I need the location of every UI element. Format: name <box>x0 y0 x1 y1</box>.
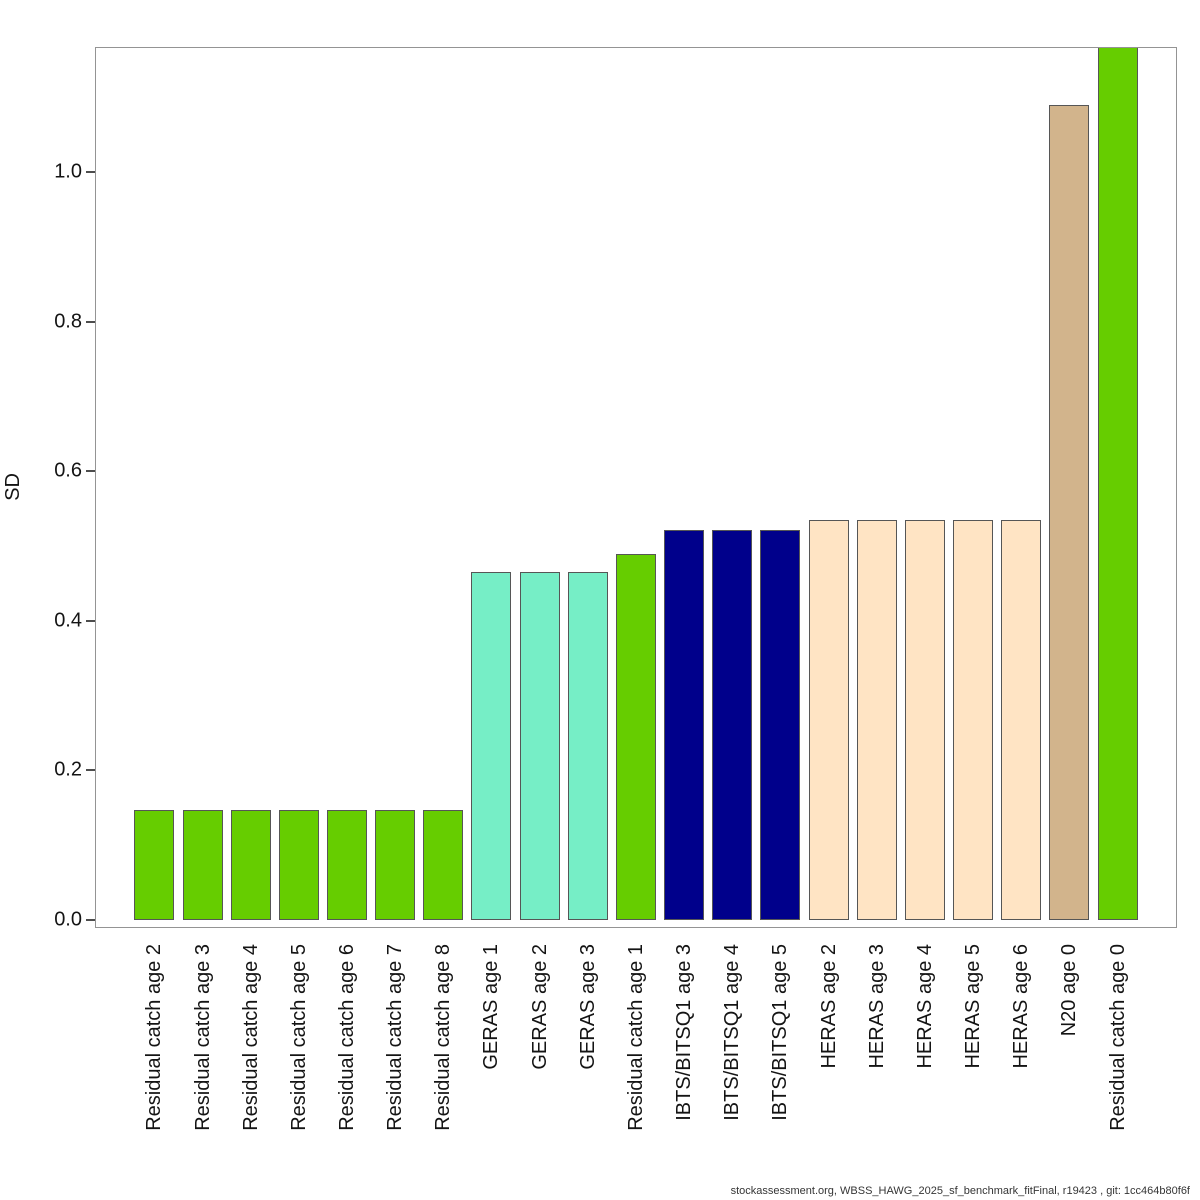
bar-3 <box>278 810 319 920</box>
plot-area <box>95 47 1177 928</box>
y-tick-label: 0.0 <box>54 908 82 931</box>
x-axis-label: HERAS age 4 <box>913 944 936 1069</box>
x-axis-label: HERAS age 2 <box>817 944 840 1069</box>
bar-16 <box>904 519 945 920</box>
bar-14 <box>808 519 849 920</box>
y-tick-label: 0.6 <box>54 459 82 482</box>
bar-2 <box>230 810 271 920</box>
x-axis-label: HERAS age 3 <box>865 944 888 1069</box>
bar-7 <box>471 572 512 920</box>
y-tick-mark <box>86 470 95 473</box>
y-tick-label: 0.2 <box>54 758 82 781</box>
y-tick-mark <box>86 919 95 921</box>
x-axis-label: N20 age 0 <box>1058 944 1081 1037</box>
y-tick-label: 0.4 <box>54 609 82 632</box>
x-axis-label: GERAS age 2 <box>528 944 551 1070</box>
y-tick-mark <box>86 171 95 173</box>
bar-13 <box>760 529 801 920</box>
y-tick-label: 0.8 <box>54 310 82 333</box>
y-axis-title-text: SD <box>2 473 24 501</box>
x-axis-label: IBTS/BITSQ1 age 5 <box>769 944 792 1121</box>
x-axis-label: Residual catch age 7 <box>384 944 407 1131</box>
y-tick-label: 1.0 <box>54 160 82 183</box>
bar-12 <box>712 529 753 920</box>
bar-18 <box>1001 519 1042 920</box>
x-axis-label: Residual catch age 6 <box>335 944 358 1131</box>
bar-11 <box>664 529 705 920</box>
x-axis-label: Residual catch age 1 <box>624 944 647 1131</box>
x-axis-label: Residual catch age 2 <box>143 944 166 1131</box>
x-axis-label: IBTS/BITSQ1 age 4 <box>721 944 744 1121</box>
bar-1 <box>182 810 223 920</box>
bar-20 <box>1097 48 1138 920</box>
y-tick-mark <box>86 320 95 323</box>
x-axis-label: IBTS/BITSQ1 age 3 <box>673 944 696 1121</box>
x-axis-label: HERAS age 6 <box>1010 944 1033 1069</box>
bar-5 <box>375 810 416 920</box>
x-axis-label: GERAS age 3 <box>576 944 599 1070</box>
bar-10 <box>615 553 656 920</box>
bar-8 <box>519 572 560 920</box>
bar-15 <box>856 519 897 920</box>
bar-17 <box>953 519 993 920</box>
x-axis-label: Residual catch age 4 <box>239 944 262 1131</box>
bar-19 <box>1049 104 1090 920</box>
bar-4 <box>326 810 367 920</box>
x-axis-label: Residual catch age 3 <box>191 944 214 1131</box>
bar-0 <box>134 810 175 920</box>
x-axis-label: Residual catch age 5 <box>287 944 310 1131</box>
x-axis-label: Residual catch age 0 <box>1106 944 1129 1131</box>
x-axis-label: Residual catch age 8 <box>432 944 455 1131</box>
x-axis-label: GERAS age 1 <box>480 944 503 1070</box>
bar-6 <box>423 810 464 920</box>
footer-text: stockassessment.org, WBSS_HAWG_2025_sf_b… <box>730 1185 1190 1197</box>
bar-9 <box>567 572 608 920</box>
x-axis-label: HERAS age 5 <box>962 944 984 1069</box>
y-tick-mark <box>86 769 95 772</box>
y-tick-mark <box>86 619 95 622</box>
